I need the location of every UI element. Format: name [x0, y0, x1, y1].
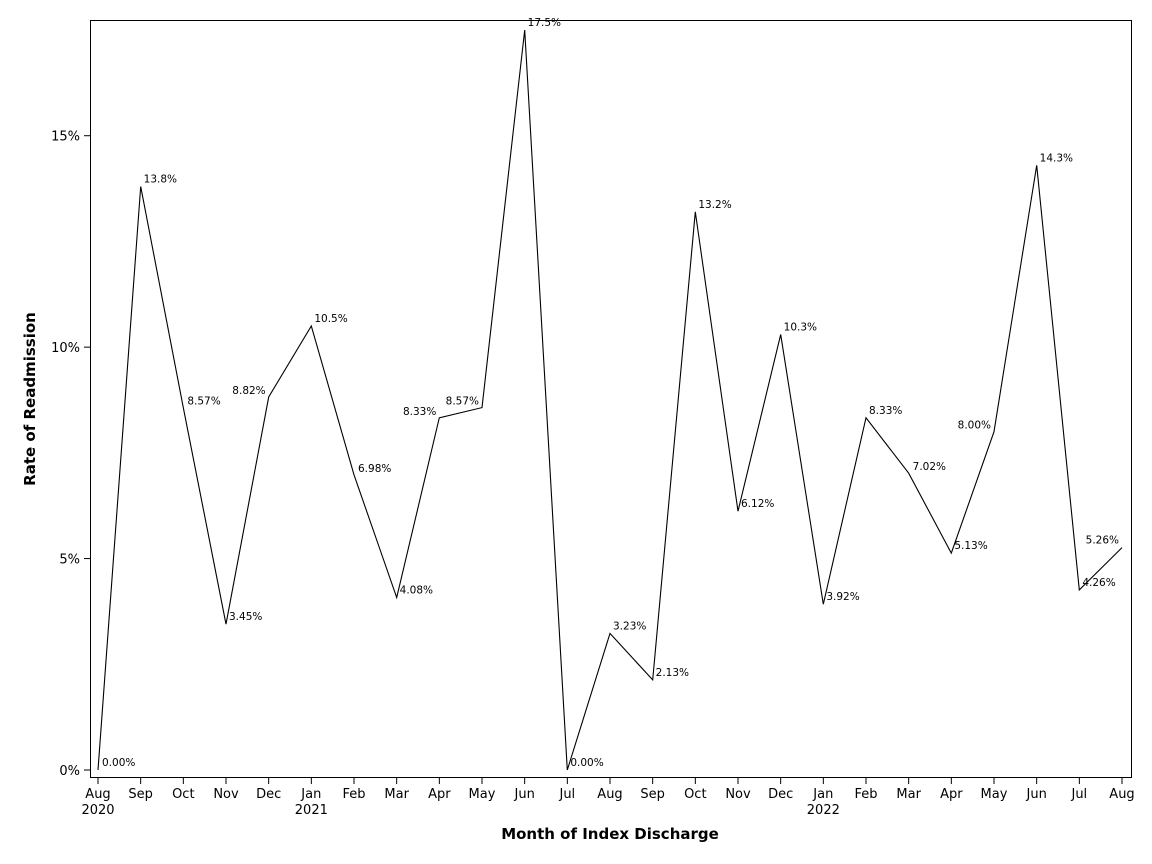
data-label: 0.00%	[102, 757, 135, 769]
data-label: 4.08%	[400, 584, 433, 596]
data-label: 17.5%	[528, 17, 561, 29]
data-label: 5.13%	[954, 540, 987, 552]
data-label: 7.02%	[913, 461, 946, 473]
data-label: 13.8%	[144, 173, 177, 185]
x-tick-label: Jul	[1070, 787, 1087, 802]
data-label: 8.33%	[403, 406, 436, 418]
x-tick-label: Dec	[768, 787, 793, 802]
data-label: 6.12%	[741, 498, 774, 510]
data-label: 8.57%	[187, 396, 220, 408]
x-tick-label: May	[981, 787, 1008, 802]
data-label: 2.13%	[656, 667, 689, 679]
x-year-label: 2022	[807, 803, 840, 818]
x-tick-label: Jan	[300, 787, 321, 802]
data-label: 13.2%	[698, 199, 731, 211]
data-label: 5.26%	[1086, 535, 1119, 547]
x-tick-label: Nov	[725, 787, 751, 802]
x-tick-label: Jan	[812, 787, 833, 802]
x-tick-label: Nov	[213, 787, 239, 802]
x-tick-label: Jun	[1026, 787, 1047, 802]
data-label: 4.26%	[1082, 577, 1115, 589]
data-label: 10.5%	[314, 313, 347, 325]
x-tick-label: Dec	[256, 787, 281, 802]
x-tick-label: Sep	[128, 787, 153, 802]
data-labels: 0.00% 13.8% 8.57% 3.45% 8.82% 10.5% 6.98% 4.08%…	[102, 17, 1119, 769]
x-tick-label: Jul	[558, 787, 575, 802]
x-year-label: 2021	[295, 803, 328, 818]
data-label: 0.00%	[570, 757, 603, 769]
y-tick-label: 0%	[59, 764, 80, 779]
data-label: 8.57%	[446, 396, 479, 408]
data-label: 3.45%	[229, 611, 262, 623]
data-label: 14.3%	[1040, 152, 1073, 164]
x-tick-label: Mar	[384, 787, 409, 802]
y-tick-label: 5%	[59, 553, 80, 568]
y-axis-title: Rate of Readmission	[21, 312, 39, 486]
data-label: 3.23%	[613, 620, 646, 632]
x-tick-label: Feb	[854, 787, 877, 802]
x-tick-label: Aug	[85, 787, 110, 802]
y-tick-label: 15%	[51, 130, 80, 145]
data-label: 8.33%	[869, 405, 902, 417]
y-axis: 0% 5% 10% 15%	[51, 130, 91, 779]
x-tick-label: Jun	[514, 787, 535, 802]
x-tick-label: Oct	[172, 787, 194, 802]
x-tick-label: Mar	[896, 787, 921, 802]
series-line	[97, 29, 1123, 771]
x-tick-label: Oct	[684, 787, 706, 802]
data-label: 8.00%	[958, 420, 991, 432]
plot-frame	[90, 20, 1132, 778]
x-tick-label: Aug	[1109, 787, 1134, 802]
x-year-label: 2020	[81, 803, 114, 818]
y-tick-label: 10%	[51, 341, 80, 356]
x-axis-title: Month of Index Discharge	[501, 825, 719, 843]
x-tick-label: Aug	[597, 787, 622, 802]
x-tick-label: May	[469, 787, 496, 802]
data-label: 8.82%	[232, 385, 265, 397]
data-label: 10.3%	[784, 321, 817, 333]
x-axis: Aug Sep Oct Nov Dec Jan Feb Mar Apr May Jun Jul Aug S…	[81, 777, 1135, 818]
x-tick-label: Apr	[940, 787, 963, 802]
x-tick-label: Feb	[342, 787, 365, 802]
data-label: 3.92%	[826, 591, 859, 603]
x-tick-label: Apr	[428, 787, 451, 802]
data-label: 6.98%	[358, 463, 391, 475]
x-tick-label: Sep	[640, 787, 665, 802]
